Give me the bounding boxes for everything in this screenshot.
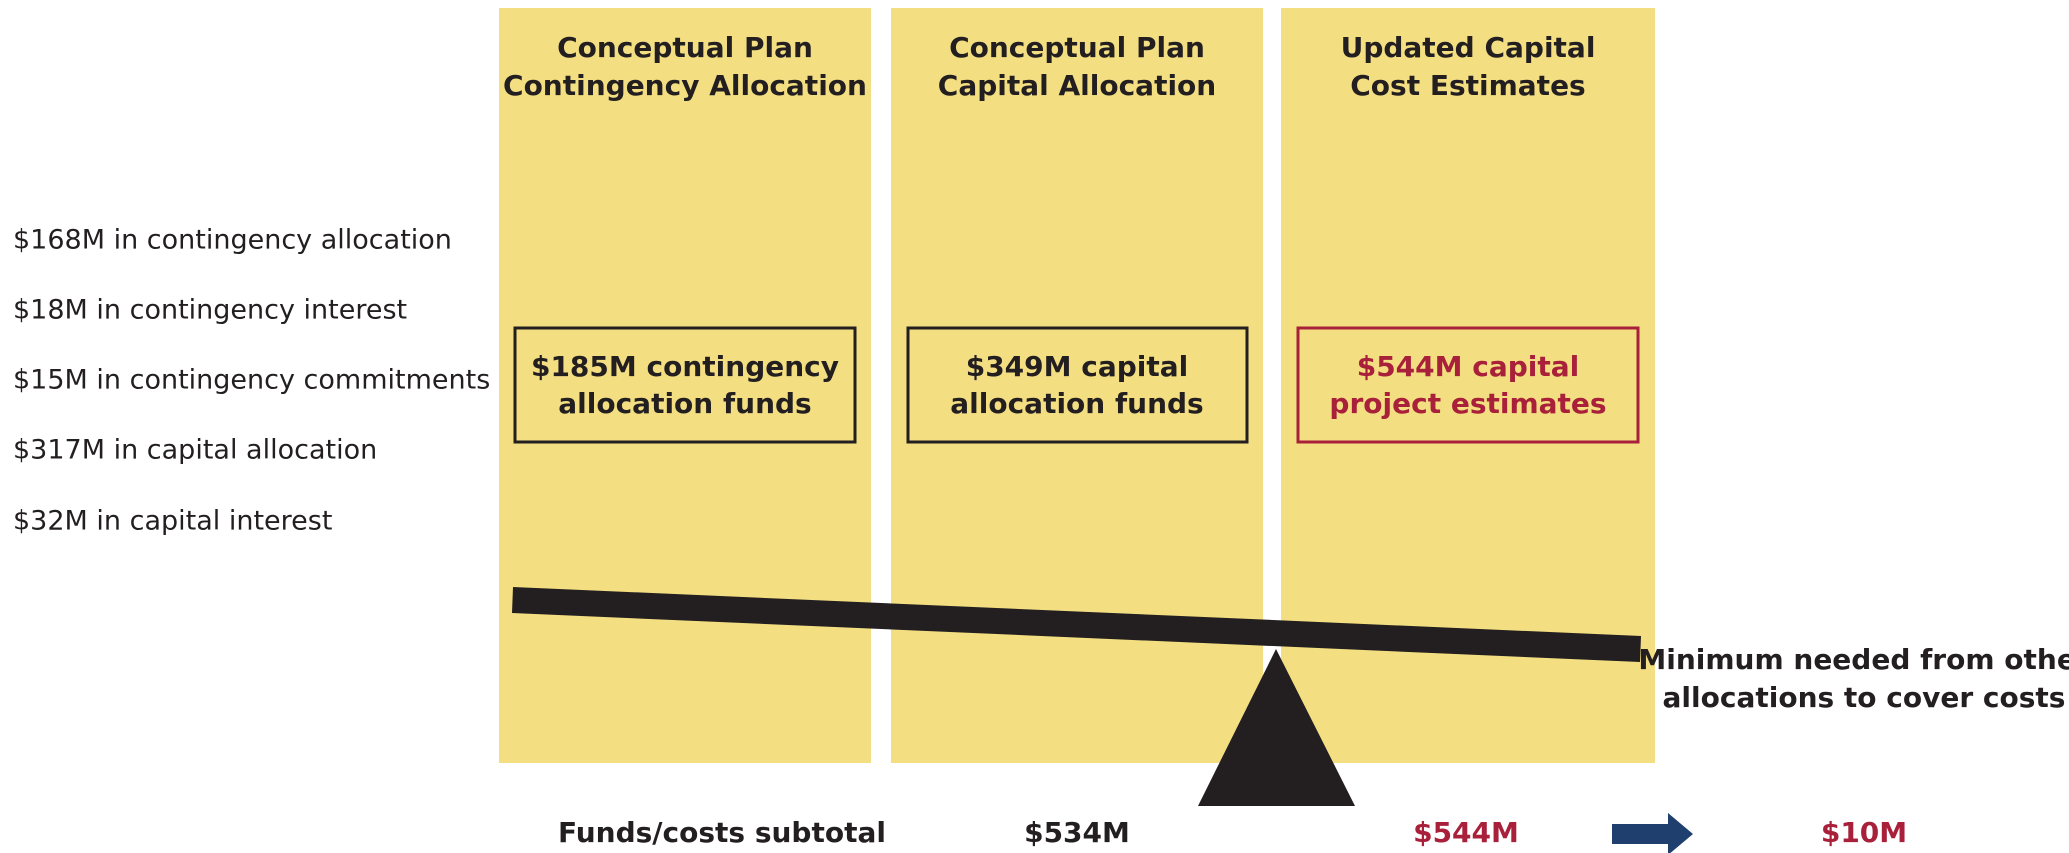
- list-item: $32M in capital interest: [13, 506, 332, 537]
- subtotal-label: Funds/costs subtotal: [558, 816, 886, 849]
- box-text: $185M contingency: [531, 350, 839, 383]
- box-text: project estimates: [1329, 387, 1606, 420]
- column-title: Conceptual Plan: [557, 31, 813, 64]
- column-title: Cost Estimates: [1350, 69, 1585, 102]
- column-title: Capital Allocation: [938, 69, 1216, 102]
- note: allocations to cover costs: [1663, 681, 2066, 714]
- note: Minimum needed from other: [1638, 643, 2069, 676]
- subtotal-funds: $534M: [1024, 816, 1130, 849]
- box-text: allocation funds: [950, 387, 1203, 420]
- box-text: $349M capital: [966, 350, 1189, 383]
- list-item: $15M in contingency commitments: [13, 365, 490, 396]
- box-text: allocation funds: [558, 387, 811, 420]
- box-text: $544M capital: [1357, 350, 1580, 383]
- subtotal-costs: $544M: [1413, 816, 1519, 849]
- column-bg: [499, 8, 871, 763]
- box: [513, 326, 857, 444]
- arrow: [1612, 813, 1693, 853]
- list-item: $168M in contingency allocation: [13, 225, 452, 256]
- column-title: Updated Capital: [1341, 31, 1596, 64]
- subtotal-gap: $10M: [1821, 816, 1907, 849]
- box: [906, 326, 1249, 444]
- box: [1296, 326, 1640, 444]
- list-item: $317M in capital allocation: [13, 435, 377, 466]
- beam: [512, 587, 1641, 662]
- list-item: $18M in contingency interest: [13, 295, 407, 326]
- column-title: Contingency Allocation: [503, 69, 867, 102]
- fulcrum: [1198, 649, 1355, 806]
- column-title: Conceptual Plan: [949, 31, 1205, 64]
- column-bg: [891, 8, 1263, 763]
